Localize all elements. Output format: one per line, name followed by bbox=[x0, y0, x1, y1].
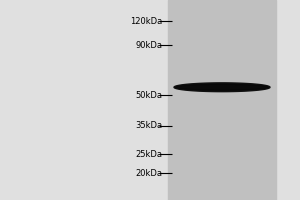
Text: 35kDa: 35kDa bbox=[135, 121, 162, 130]
Text: 90kDa: 90kDa bbox=[135, 41, 162, 50]
Text: 20kDa: 20kDa bbox=[135, 169, 162, 178]
Text: 50kDa: 50kDa bbox=[135, 91, 162, 100]
Bar bbox=[168, 0, 276, 200]
Text: 120kDa: 120kDa bbox=[130, 17, 162, 26]
Text: 25kDa: 25kDa bbox=[135, 150, 162, 159]
Polygon shape bbox=[176, 84, 268, 90]
Polygon shape bbox=[174, 83, 270, 92]
